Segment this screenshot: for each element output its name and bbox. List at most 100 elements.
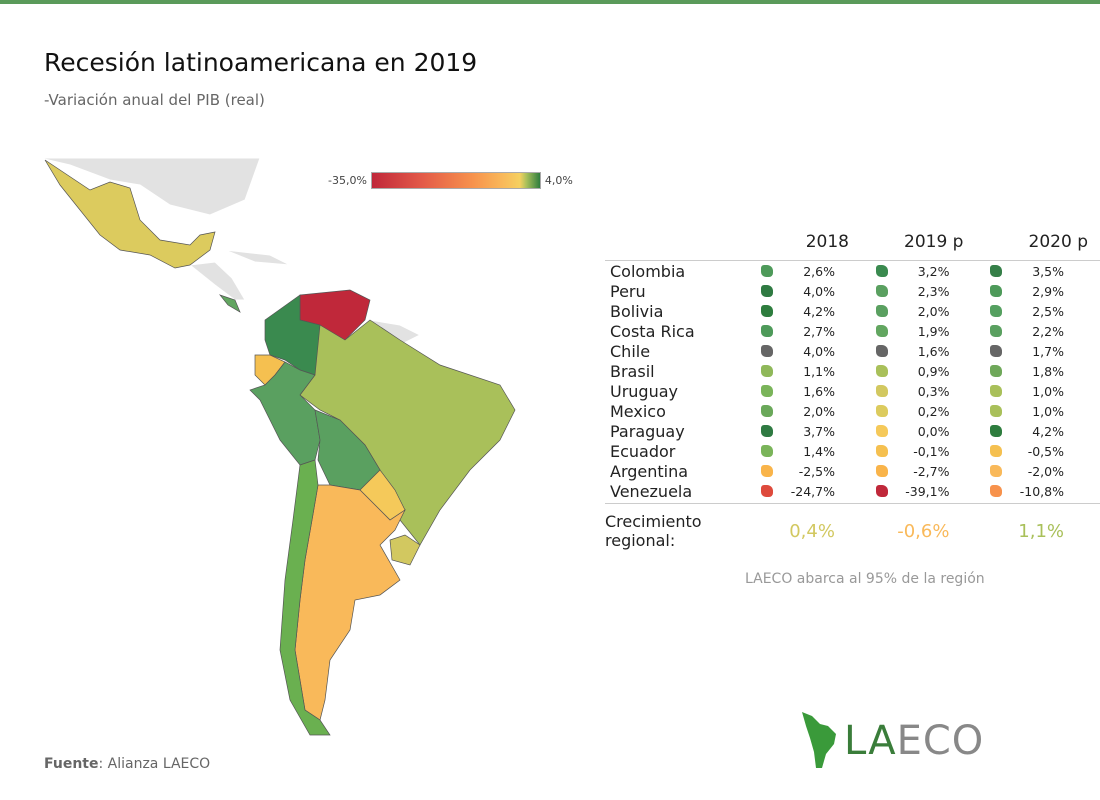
country-name: Venezuela [605, 481, 757, 504]
regional-value-2020: 1,1% [1018, 520, 1064, 542]
map-cuba [224, 249, 291, 266]
country-shape-icon [761, 324, 774, 337]
country-shape-icon [875, 384, 888, 397]
gdp-value: -10,8% [1007, 481, 1100, 504]
logo-la: LA [844, 718, 897, 764]
gdp-value: 4,0% [803, 283, 835, 299]
gdp-value: -0,5% [1027, 443, 1064, 459]
laeco-logo: LAECO [800, 710, 984, 772]
country-shape-icon [761, 424, 774, 437]
gdp-value: 1,6% [803, 383, 835, 399]
country-shape-icon [875, 484, 888, 497]
country-shape-icon [875, 304, 888, 317]
map-uruguay [389, 534, 421, 566]
map-costa-rica [218, 294, 241, 313]
country-shape-icon [990, 284, 1003, 297]
country-shape-icon [990, 344, 1003, 357]
gdp-value: 3,7% [803, 423, 835, 439]
country-shape-icon [875, 404, 888, 417]
gdp-value: -24,7% [778, 481, 871, 504]
map-usa [39, 157, 261, 216]
source-label: Fuente [44, 756, 99, 772]
gdp-value: 0,9% [917, 363, 950, 379]
gdp-value: 1,1% [803, 363, 835, 379]
country-shape-icon [875, 264, 888, 277]
country-shape-icon [990, 264, 1003, 277]
country-shape-icon [875, 364, 888, 377]
map-chile [279, 459, 331, 736]
table-row: Venezuela -24,7% -39,1% -10,8% [605, 481, 1100, 504]
country-shape-icon [875, 344, 888, 357]
country-name: Paraguay [610, 421, 685, 441]
legend-min: -35,0% [328, 174, 367, 187]
color-legend: -35,0% 4,0% [328, 172, 573, 189]
country-shape-icon [990, 444, 1003, 457]
map-central-america [188, 261, 246, 301]
gdp-value: 0,0% [917, 423, 950, 439]
gdp-value: 3,2% [917, 263, 950, 279]
country-name: Argentina [610, 461, 689, 481]
regional-value-2018: 0,4% [789, 520, 835, 542]
legend-max: 4,0% [544, 174, 573, 187]
gdp-value: 1,9% [917, 323, 950, 339]
country-shape-icon [875, 324, 888, 337]
country-shape-icon [990, 324, 1003, 337]
country-shape-icon [875, 424, 888, 437]
table-row: Mexico 2,0% 0,2% 1,0% [605, 401, 1100, 421]
gdp-value: -39,1% [892, 481, 986, 504]
table-row: Argentina -2,5% -2,7% -2,0% [605, 461, 1100, 481]
country-name: Ecuador [610, 441, 676, 461]
gdp-value: 3,5% [1032, 263, 1064, 279]
gdp-value: 4,2% [1032, 423, 1064, 439]
country-name: Chile [610, 341, 651, 361]
country-name: Bolivia [610, 301, 664, 321]
coverage-note: LAECO abarca al 95% de la región [745, 571, 985, 587]
gdp-value: 1,8% [1032, 363, 1064, 379]
map-mexico [44, 159, 216, 269]
country-shape-icon [990, 464, 1003, 477]
gdp-value: 1,4% [803, 443, 835, 459]
gdp-value: 1,7% [1032, 343, 1064, 359]
page-title: Recesión latinoamericana en 2019 [44, 48, 478, 77]
country-name: Peru [610, 281, 646, 301]
country-shape-icon [761, 364, 774, 377]
gdp-value: 2,3% [917, 283, 950, 299]
gdp-value: 1,0% [1032, 383, 1064, 399]
gdp-value: 0,2% [917, 403, 950, 419]
country-shape-icon [761, 384, 774, 397]
table-row: Brasil 1,1% 0,9% 1,8% [605, 361, 1100, 381]
gdp-value: 2,5% [1032, 303, 1064, 319]
gdp-value: 0,3% [917, 383, 950, 399]
table-row: Colombia 2,6% 3,2% 3,5% [605, 261, 1100, 282]
gdp-value: 2,9% [1032, 283, 1064, 299]
source-note: Fuente: Alianza LAECO [44, 756, 210, 772]
country-shape-icon [761, 284, 774, 297]
country-shape-icon [990, 384, 1003, 397]
country-name: Uruguay [610, 381, 678, 401]
regional-growth-row: Crecimiento regional: 0,4% -0,6% 1,1% [605, 504, 1100, 550]
country-shape-icon [990, 424, 1003, 437]
gdp-value: 1,6% [917, 343, 950, 359]
latam-dots-logo-icon [802, 712, 836, 768]
gdp-value: 2,0% [917, 303, 950, 319]
gdp-value: -0,1% [913, 443, 950, 459]
country-shape-icon [990, 304, 1003, 317]
country-name: Mexico [610, 401, 666, 421]
table-header: 2018 2019 p 2020 p [605, 230, 1100, 261]
country-shape-icon [761, 484, 774, 497]
page-subtitle: -Variación anual del PIB (real) [44, 91, 265, 109]
gdp-value: 2,0% [803, 403, 835, 419]
table-row: Peru 4,0% 2,3% 2,9% [605, 281, 1100, 301]
gdp-value: 4,0% [803, 343, 835, 359]
country-shape-icon [761, 464, 774, 477]
country-shape-icon [990, 484, 1003, 497]
country-name: Colombia [610, 261, 686, 281]
gdp-value: -2,5% [798, 463, 835, 479]
gdp-value: 2,2% [1032, 323, 1064, 339]
regional-value-2019: -0,6% [897, 520, 950, 542]
country-shape-icon [875, 284, 888, 297]
gdp-value: 2,7% [803, 323, 835, 339]
top-accent-bar [0, 0, 1100, 4]
logo-eco: ECO [896, 718, 985, 764]
country-shape-icon [990, 364, 1003, 377]
